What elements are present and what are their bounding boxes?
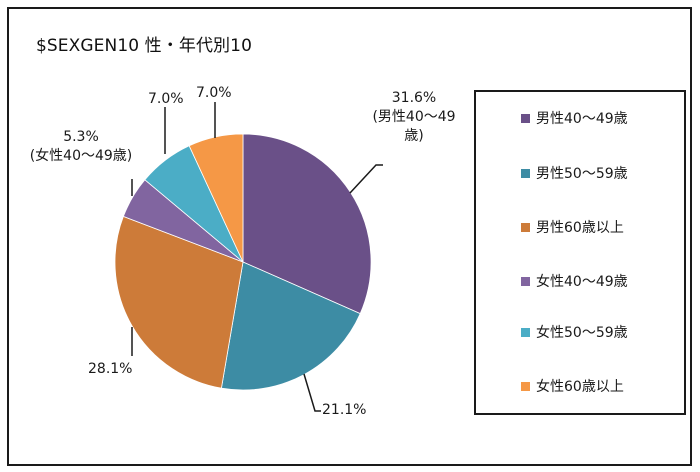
slice-male-60-plus[interactable] (114, 215, 244, 389)
leader-line-s2 (303, 373, 321, 412)
legend-item-female-40-49[interactable]: 女性40～49歳 (521, 271, 628, 291)
legend-label: 女性40～49歳 (536, 274, 628, 290)
legend-item-female-50-59[interactable]: 女性50～59歳 (521, 322, 628, 342)
legend-swatch-icon (521, 276, 530, 286)
data-label-male-60-plus: 28.1% (88, 361, 133, 377)
data-label-category: (男性40～49 (372, 109, 456, 125)
legend-label: 女性50～59歳 (536, 325, 628, 341)
legend-swatch-icon (521, 381, 530, 391)
data-label-female-60-plus: 7.0% (196, 85, 232, 101)
legend-item-female-60-plus[interactable]: 女性60歳以上 (521, 376, 624, 396)
data-label-category-cont: 歳) (404, 128, 424, 144)
data-label-category: (女性40～49歳) (29, 148, 133, 164)
data-label-female-50-59: 7.0% (148, 91, 184, 107)
data-label-pct: 5.3% (63, 129, 99, 145)
legend-swatch-icon (521, 222, 530, 232)
data-label-pct: 31.6% (391, 90, 437, 106)
leader-line-s1 (349, 164, 383, 194)
legend-swatch-icon (521, 113, 530, 123)
data-label-male-50-59: 21.1% (322, 402, 367, 418)
data-label-female-40-49: 5.3% (女性40～49歳) (22, 128, 140, 166)
legend-label: 男性60歳以上 (536, 220, 624, 236)
legend-label: 男性40～49歳 (536, 111, 628, 127)
legend: 男性40～49歳 男性50～59歳 男性60歳以上 女性40～49歳 女性50～… (474, 90, 686, 415)
chart-title: $SEXGEN10 性・年代別10 (36, 36, 252, 56)
legend-item-male-40-49[interactable]: 男性40～49歳 (521, 108, 628, 128)
legend-swatch-icon (521, 168, 530, 178)
legend-label: 女性60歳以上 (536, 379, 624, 395)
legend-item-male-50-59[interactable]: 男性50～59歳 (521, 163, 628, 183)
legend-label: 男性50～59歳 (536, 166, 628, 182)
data-label-male-40-49: 31.6% (男性40～49 歳) (361, 89, 467, 146)
legend-swatch-icon (521, 327, 530, 337)
legend-item-male-60-plus[interactable]: 男性60歳以上 (521, 217, 624, 237)
